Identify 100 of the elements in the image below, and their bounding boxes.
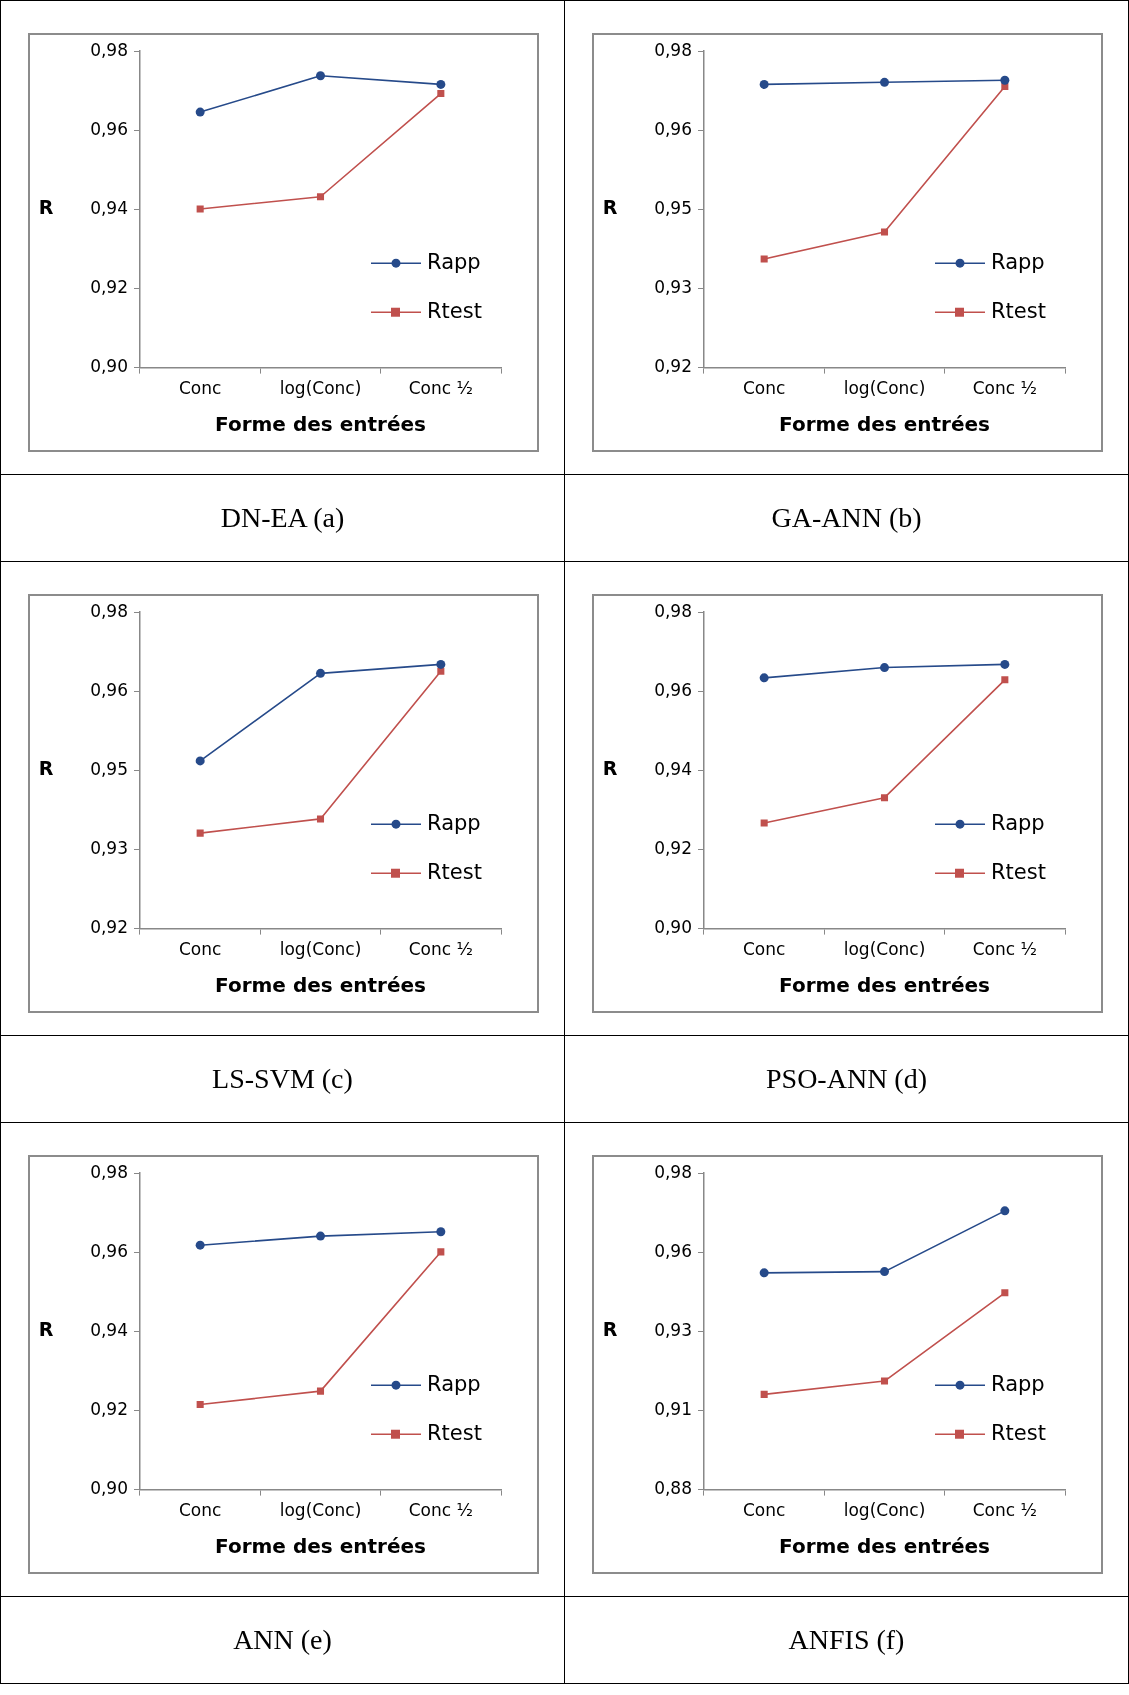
legend-label: Rtest <box>991 1420 1046 1445</box>
y-tick-label: 0,94 <box>654 758 692 779</box>
point <box>437 1248 445 1256</box>
x-tick-label: Conc ½ <box>972 1500 1037 1521</box>
point <box>195 107 205 117</box>
y-tick-label: 0,96 <box>654 679 692 700</box>
point <box>437 89 445 98</box>
y-tick-label: 0,92 <box>90 917 128 938</box>
x-axis-title: Forme des entrées <box>215 973 426 998</box>
x-tick-label: Conc <box>742 378 786 399</box>
point <box>316 815 325 823</box>
point <box>760 255 768 263</box>
y-tick-label: 0,93 <box>90 837 128 858</box>
y-tick-label: 0,94 <box>90 1319 128 1340</box>
point <box>195 1240 205 1250</box>
point <box>1000 75 1010 85</box>
x-axis-title: Forme des entrées <box>215 412 426 437</box>
point <box>880 228 889 236</box>
legend-label: Rtest <box>427 859 482 884</box>
y-tick-label: 0,96 <box>90 118 128 139</box>
y-tick-label: 0,90 <box>90 356 128 377</box>
legend-label: Rtest <box>427 298 482 323</box>
y-tick-label: 0,96 <box>654 1240 692 1261</box>
x-tick-label: Conc ½ <box>408 378 473 399</box>
point <box>316 1387 325 1395</box>
point <box>316 668 325 678</box>
point <box>880 794 889 802</box>
y-tick-label: 0,92 <box>654 837 692 858</box>
point <box>436 79 446 89</box>
point <box>437 667 445 675</box>
point <box>880 1377 889 1385</box>
y-tick-label: 0,90 <box>90 1478 128 1499</box>
x-tick-label: log(Conc) <box>279 1500 362 1521</box>
y-tick-label: 0,88 <box>654 1478 692 1499</box>
point <box>759 79 769 89</box>
y-axis-title: R <box>602 196 618 219</box>
point <box>195 756 205 766</box>
text: DN-EA (a) <box>0 474 565 562</box>
y-axis-title: R <box>38 1318 54 1341</box>
y-tick-label: 0,95 <box>90 758 128 779</box>
text: GA-ANN (b) <box>564 474 1129 562</box>
x-tick-label: log(Conc) <box>843 378 926 399</box>
y-axis-title: R <box>602 1318 618 1341</box>
y-tick-label: 0,92 <box>654 356 692 377</box>
legend-label: Rtest <box>427 1420 482 1445</box>
x-tick-label: Conc <box>742 939 786 960</box>
x-axis-title: Forme des entrées <box>215 1534 426 1559</box>
y-tick-label: 0,90 <box>654 917 692 938</box>
y-tick-label: 0,96 <box>654 118 692 139</box>
y-tick-label: 0,98 <box>90 600 128 621</box>
point <box>316 71 325 81</box>
text: ANFIS (f) <box>564 1596 1129 1684</box>
x-tick-label: log(Conc) <box>843 939 926 960</box>
text: LS-SVM (c) <box>0 1035 565 1123</box>
y-tick-label: 0,92 <box>90 276 128 297</box>
y-tick-label: 0,92 <box>90 1398 128 1419</box>
point <box>196 1401 204 1409</box>
y-axis-title: R <box>602 757 618 780</box>
point <box>436 1227 446 1237</box>
y-tick-label: 0,95 <box>654 197 692 218</box>
point <box>880 663 889 673</box>
x-tick-label: log(Conc) <box>279 939 362 960</box>
y-tick-label: 0,96 <box>90 1240 128 1261</box>
point <box>880 77 889 87</box>
point <box>1001 1289 1009 1297</box>
legend-label: Rapp <box>991 810 1045 835</box>
x-tick-label: log(Conc) <box>279 378 362 399</box>
text: PSO-ANN (d) <box>564 1035 1129 1123</box>
y-axis-title: R <box>38 196 54 219</box>
y-tick-label: 0,98 <box>90 39 128 60</box>
x-axis-title: Forme des entrées <box>779 412 990 437</box>
x-tick-label: log(Conc) <box>843 1500 926 1521</box>
legend-label: Rapp <box>991 1371 1045 1396</box>
y-tick-label: 0,91 <box>654 1398 692 1419</box>
point <box>759 1268 769 1278</box>
point <box>436 659 446 669</box>
x-tick-label: Conc <box>178 939 222 960</box>
x-tick-label: Conc ½ <box>408 939 473 960</box>
y-tick-label: 0,98 <box>654 600 692 621</box>
legend-label: Rtest <box>991 298 1046 323</box>
y-tick-label: 0,98 <box>654 39 692 60</box>
point <box>316 1231 325 1241</box>
y-tick-label: 0,96 <box>90 679 128 700</box>
legend-label: Rapp <box>427 810 481 835</box>
point <box>880 1267 889 1277</box>
x-tick-label: Conc <box>178 378 222 399</box>
point <box>316 193 325 201</box>
y-tick-label: 0,94 <box>90 197 128 218</box>
y-tick-label: 0,93 <box>654 1319 692 1340</box>
x-tick-label: Conc ½ <box>972 378 1037 399</box>
y-tick-label: 0,93 <box>654 276 692 297</box>
legend-label: Rapp <box>427 249 481 274</box>
y-tick-label: 0,98 <box>654 1161 692 1182</box>
y-tick-label: 0,98 <box>90 1161 128 1182</box>
text: ANN (e) <box>0 1596 565 1684</box>
x-tick-label: Conc ½ <box>408 1500 473 1521</box>
x-tick-label: Conc <box>742 1500 786 1521</box>
point <box>1001 676 1009 684</box>
point <box>759 673 769 683</box>
x-tick-label: Conc ½ <box>972 939 1037 960</box>
